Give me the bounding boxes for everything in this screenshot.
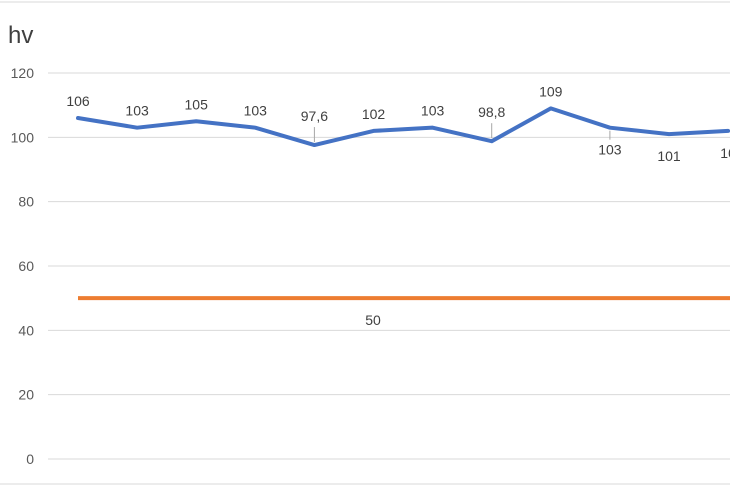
data-label: 103	[598, 142, 622, 158]
y-tick-label: 80	[18, 194, 34, 210]
data-label: 50	[365, 312, 381, 328]
y-tick-label: 20	[18, 387, 34, 403]
data-label: 102	[362, 106, 386, 122]
data-label: 103	[125, 103, 149, 119]
data-label: 103	[244, 103, 268, 119]
y-tick-label: 60	[18, 258, 34, 274]
y-tick-label: 40	[18, 322, 34, 338]
data-label: 97,6	[301, 108, 328, 124]
data-label: 10	[720, 145, 730, 161]
data-label: 106	[66, 93, 90, 109]
data-label: 101	[657, 148, 681, 164]
series-line-hv	[76, 106, 730, 148]
y-tick-label: 0	[26, 451, 34, 467]
chart-title: hv	[8, 22, 34, 49]
data-label: 105	[185, 96, 209, 112]
data-label: 103	[421, 103, 445, 119]
y-tick-label: 100	[11, 129, 35, 145]
y-tick-label: 120	[11, 65, 35, 81]
data-label: 109	[539, 83, 563, 99]
data-label: 98,8	[478, 104, 505, 120]
